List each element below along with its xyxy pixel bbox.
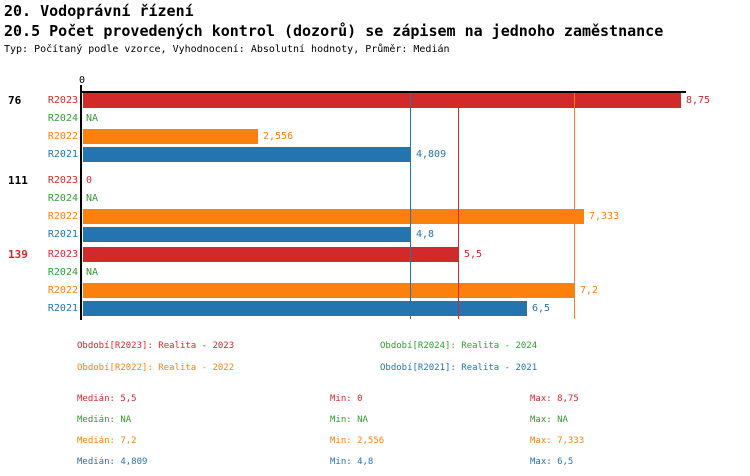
value-bar <box>83 283 575 298</box>
x-axis-line <box>80 91 686 93</box>
series-row-label: R2022 <box>47 285 78 296</box>
indicator-title: 20.5 Počet provedených kontrol (dozorů) … <box>4 22 664 40</box>
value-bar <box>83 301 527 316</box>
bar-value-label: 2,556 <box>263 131 294 142</box>
legend-item-r2022: Období[R2022]: Realita - 2022 <box>77 363 235 373</box>
series-row-label: R2023 <box>47 95 78 106</box>
value-bar <box>83 129 258 144</box>
x-axis-zero-label: 0 <box>78 75 86 86</box>
bar-value-label: 4,8 <box>416 229 435 240</box>
stat-median-r2021: Medián: 4,809 <box>77 457 148 467</box>
series-row-label: R2023 <box>47 249 78 260</box>
series-row-label: R2024 <box>47 113 78 124</box>
legend-item-r2021: Období[R2021]: Realita - 2021 <box>380 363 538 373</box>
median-line-r2022 <box>574 93 575 319</box>
grouped-bar-chart: 0 76 R2023 8,75 R2024 NA R2022 2,556 R2021 4,809… <box>8 75 711 320</box>
value-bar <box>83 147 411 162</box>
stat-median-r2024: Medián: NA <box>77 415 132 425</box>
bar-value-label: 4,809 <box>416 149 447 160</box>
stat-min-r2021: Min: 4,8 <box>330 457 374 467</box>
series-row-label: R2021 <box>47 229 78 240</box>
bar-value-label: 5,5 <box>464 249 483 260</box>
series-row-label: R2024 <box>47 193 78 204</box>
bar-value-label: 7,2 <box>580 285 599 296</box>
median-line-r2023 <box>458 93 459 319</box>
series-row-label: R2022 <box>47 131 78 142</box>
value-bar <box>83 209 584 224</box>
series-row-label: R2021 <box>47 303 78 314</box>
group-id-label: 111 <box>8 174 28 187</box>
chart-meta-info: Typ: Počítaný podle vzorce, Vyhodnocení:… <box>4 44 450 55</box>
series-row-label: R2024 <box>47 267 78 278</box>
legend-item-r2023: Období[R2023]: Realita - 2023 <box>77 341 235 351</box>
stat-median-r2023: Medián: 5,5 <box>77 394 137 404</box>
group-id-label: 139 <box>8 248 28 261</box>
median-line-r2021 <box>410 93 411 319</box>
stat-max-r2022: Max: 7,333 <box>530 436 585 446</box>
group-id-label: 76 <box>8 94 22 107</box>
bar-value-label: 6,5 <box>532 303 551 314</box>
value-bar <box>83 247 459 262</box>
bar-value-label: 0 <box>86 175 93 186</box>
value-bar <box>83 93 681 108</box>
legend-item-r2024: Období[R2024]: Realita - 2024 <box>380 341 538 351</box>
stat-min-r2024: Min: NA <box>330 415 368 425</box>
stat-min-r2022: Min: 2,556 <box>330 436 385 446</box>
series-row-label: R2022 <box>47 211 78 222</box>
stat-median-r2022: Medián: 7,2 <box>77 436 137 446</box>
bar-value-label: 7,333 <box>589 211 620 222</box>
stat-max-r2021: Max: 6,5 <box>530 457 574 467</box>
series-row-label: R2023 <box>47 175 78 186</box>
report-title: 20. Vodoprávní řízení <box>4 2 194 20</box>
bar-value-label: NA <box>86 267 99 278</box>
stat-max-r2023: Max: 8,75 <box>530 394 579 404</box>
bar-value-label: NA <box>86 113 99 124</box>
series-row-label: R2021 <box>47 149 78 160</box>
stat-max-r2024: Max: NA <box>530 415 568 425</box>
y-axis-line <box>80 85 82 320</box>
bar-value-label: 8,75 <box>686 95 711 106</box>
stat-min-r2023: Min: 0 <box>330 394 363 404</box>
bar-value-label: NA <box>86 193 99 204</box>
value-bar <box>83 227 411 242</box>
